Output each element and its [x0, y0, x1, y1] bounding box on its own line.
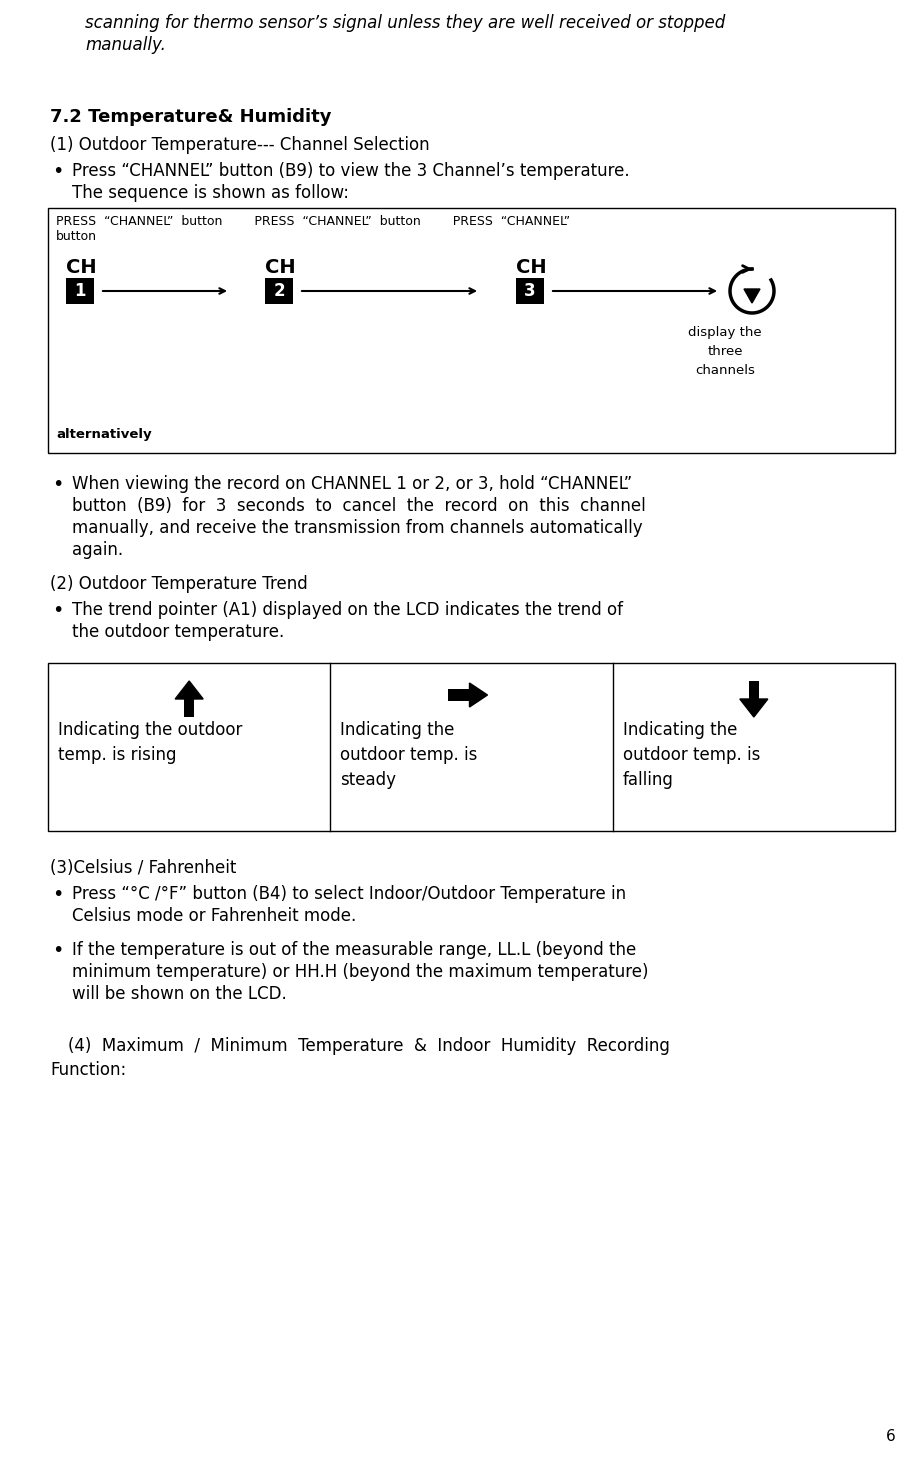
Text: (2) Outdoor Temperature Trend: (2) Outdoor Temperature Trend: [50, 575, 308, 594]
Text: CH: CH: [516, 257, 546, 276]
Text: •: •: [52, 885, 63, 904]
Text: Indicating the outdoor
temp. is rising: Indicating the outdoor temp. is rising: [58, 721, 242, 765]
Polygon shape: [744, 289, 760, 303]
Text: Press “°C /°F” button (B4) to select Indoor/Outdoor Temperature in: Press “°C /°F” button (B4) to select Ind…: [72, 885, 626, 904]
Text: •: •: [52, 601, 63, 620]
Bar: [66, 278, 94, 304]
Text: will be shown on the LCD.: will be shown on the LCD.: [72, 985, 286, 1003]
Text: CH: CH: [66, 257, 96, 276]
Text: •: •: [52, 942, 63, 961]
Bar: [185, 699, 195, 716]
Text: If the temperature is out of the measurable range, LL.L (beyond the: If the temperature is out of the measura…: [72, 942, 636, 959]
Text: button  (B9)  for  3  seconds  to  cancel  the  record  on  this  channel: button (B9) for 3 seconds to cancel the …: [72, 497, 645, 515]
Text: scanning for thermo sensor’s signal unless they are well received or stopped: scanning for thermo sensor’s signal unle…: [85, 15, 725, 32]
Bar: [749, 681, 759, 699]
Text: •: •: [52, 475, 63, 494]
Text: (3)Celsius / Fahrenheit: (3)Celsius / Fahrenheit: [50, 860, 236, 877]
Text: 1: 1: [74, 282, 85, 300]
Text: minimum temperature) or HH.H (beyond the maximum temperature): minimum temperature) or HH.H (beyond the…: [72, 963, 648, 981]
Text: Celsius mode or Fahrenheit mode.: Celsius mode or Fahrenheit mode.: [72, 906, 356, 925]
Text: button: button: [56, 230, 97, 243]
Text: manually, and receive the transmission from channels automatically: manually, and receive the transmission f…: [72, 519, 643, 537]
Text: Press “CHANNEL” button (B9) to view the 3 Channel’s temperature.: Press “CHANNEL” button (B9) to view the …: [72, 162, 630, 180]
Text: 2: 2: [274, 282, 285, 300]
Text: alternatively: alternatively: [56, 428, 151, 442]
Bar: [447, 689, 469, 700]
Polygon shape: [469, 683, 487, 708]
Bar: [516, 278, 544, 304]
Text: Function:: Function:: [50, 1061, 127, 1079]
Text: 7.2 Temperature& Humidity: 7.2 Temperature& Humidity: [50, 108, 331, 126]
Text: the outdoor temperature.: the outdoor temperature.: [72, 623, 285, 640]
Bar: [48, 662, 895, 830]
Text: Indicating the
outdoor temp. is
falling: Indicating the outdoor temp. is falling: [622, 721, 760, 789]
Text: 6: 6: [886, 1428, 896, 1444]
Text: The trend pointer (A1) displayed on the LCD indicates the trend of: The trend pointer (A1) displayed on the …: [72, 601, 623, 618]
Bar: [265, 278, 293, 304]
Text: CH: CH: [265, 257, 296, 276]
Text: again.: again.: [72, 541, 123, 558]
Text: (4)  Maximum  /  Minimum  Temperature  &  Indoor  Humidity  Recording: (4) Maximum / Minimum Temperature & Indo…: [68, 1037, 670, 1056]
Text: display the
three
channels: display the three channels: [688, 326, 762, 377]
Text: The sequence is shown as follow:: The sequence is shown as follow:: [72, 184, 349, 202]
Text: When viewing the record on CHANNEL 1 or 2, or 3, hold “CHANNEL”: When viewing the record on CHANNEL 1 or …: [72, 475, 633, 493]
Text: 3: 3: [524, 282, 536, 300]
Text: (1) Outdoor Temperature--- Channel Selection: (1) Outdoor Temperature--- Channel Selec…: [50, 136, 430, 154]
Polygon shape: [175, 681, 203, 699]
Polygon shape: [740, 699, 767, 716]
Text: manually.: manually.: [85, 37, 166, 54]
Text: •: •: [52, 162, 63, 181]
Text: PRESS  “CHANNEL”  button        PRESS  “CHANNEL”  button        PRESS  “CHANNEL”: PRESS “CHANNEL” button PRESS “CHANNEL” b…: [56, 215, 570, 228]
Text: Indicating the
outdoor temp. is
steady: Indicating the outdoor temp. is steady: [341, 721, 477, 789]
Bar: [48, 208, 895, 453]
